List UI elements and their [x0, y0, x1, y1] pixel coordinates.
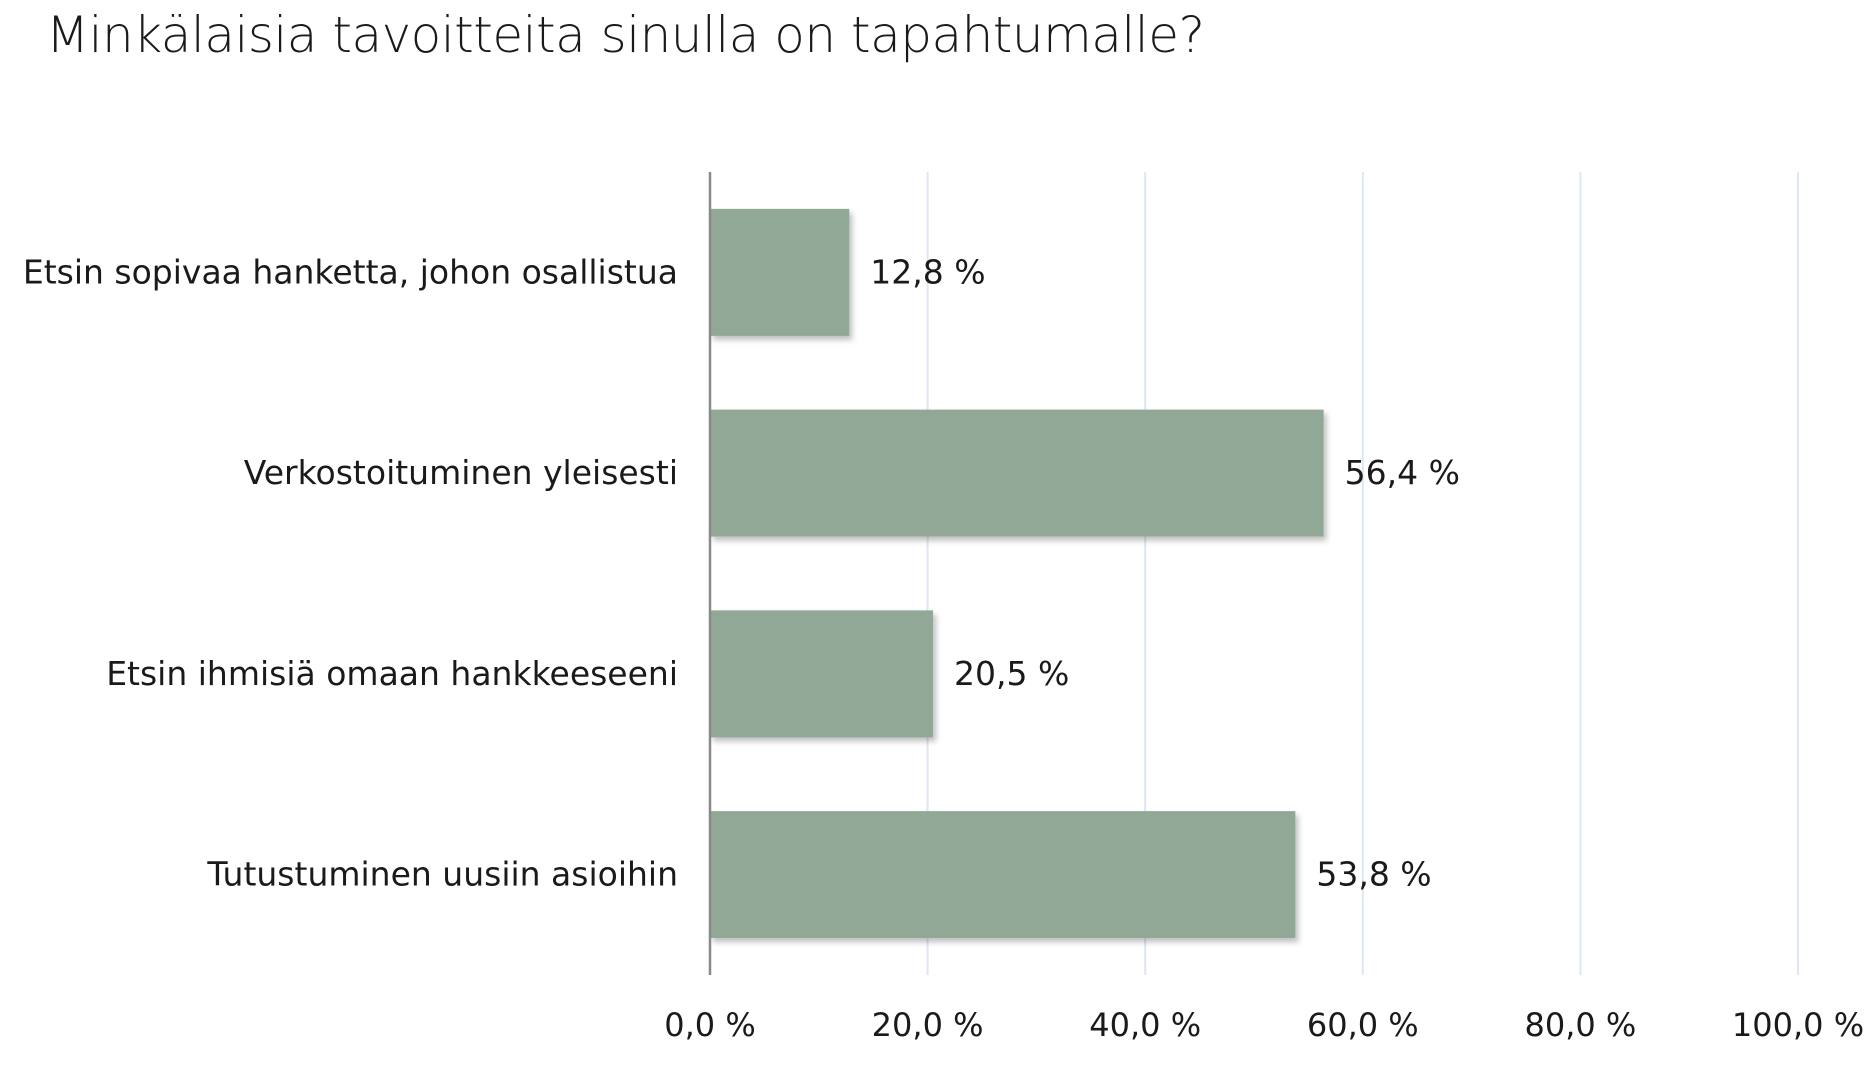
data-label: 56,4 %: [1345, 453, 1460, 492]
bar: [710, 610, 934, 738]
category-label: Etsin ihmisiä omaan hankkeeseeni: [106, 654, 678, 693]
bar: [710, 409, 1324, 537]
x-tick-label: 20,0 %: [872, 1006, 984, 1044]
category-label: Tutustuminen uusiin asioihin: [206, 855, 678, 894]
bar: [710, 208, 850, 336]
data-label: 53,8 %: [1316, 855, 1431, 894]
x-tick-label: 40,0 %: [1089, 1006, 1201, 1044]
x-tick-label: 0,0 %: [664, 1006, 755, 1044]
category-label: Verkostoituminen yleisesti: [244, 453, 678, 492]
data-label: 20,5 %: [954, 654, 1069, 693]
labels: 0,0 % 20,0 % 40,0 % 60,0 % 80,0 % 100,0 % Etsi…: [23, 252, 1864, 1044]
bars: [710, 208, 1324, 939]
x-tick-label: 80,0 %: [1524, 1006, 1636, 1044]
category-label: Etsin sopivaa hanketta, johon osallistua: [23, 252, 678, 291]
chart-title: Minkälaisia tavoitteita sinulla on tapah…: [46, 6, 1205, 64]
data-label: 12,8 %: [870, 252, 985, 291]
x-tick-label: 60,0 %: [1307, 1006, 1419, 1044]
x-tick-label: 100,0 %: [1732, 1006, 1864, 1044]
bar: [710, 811, 1296, 939]
